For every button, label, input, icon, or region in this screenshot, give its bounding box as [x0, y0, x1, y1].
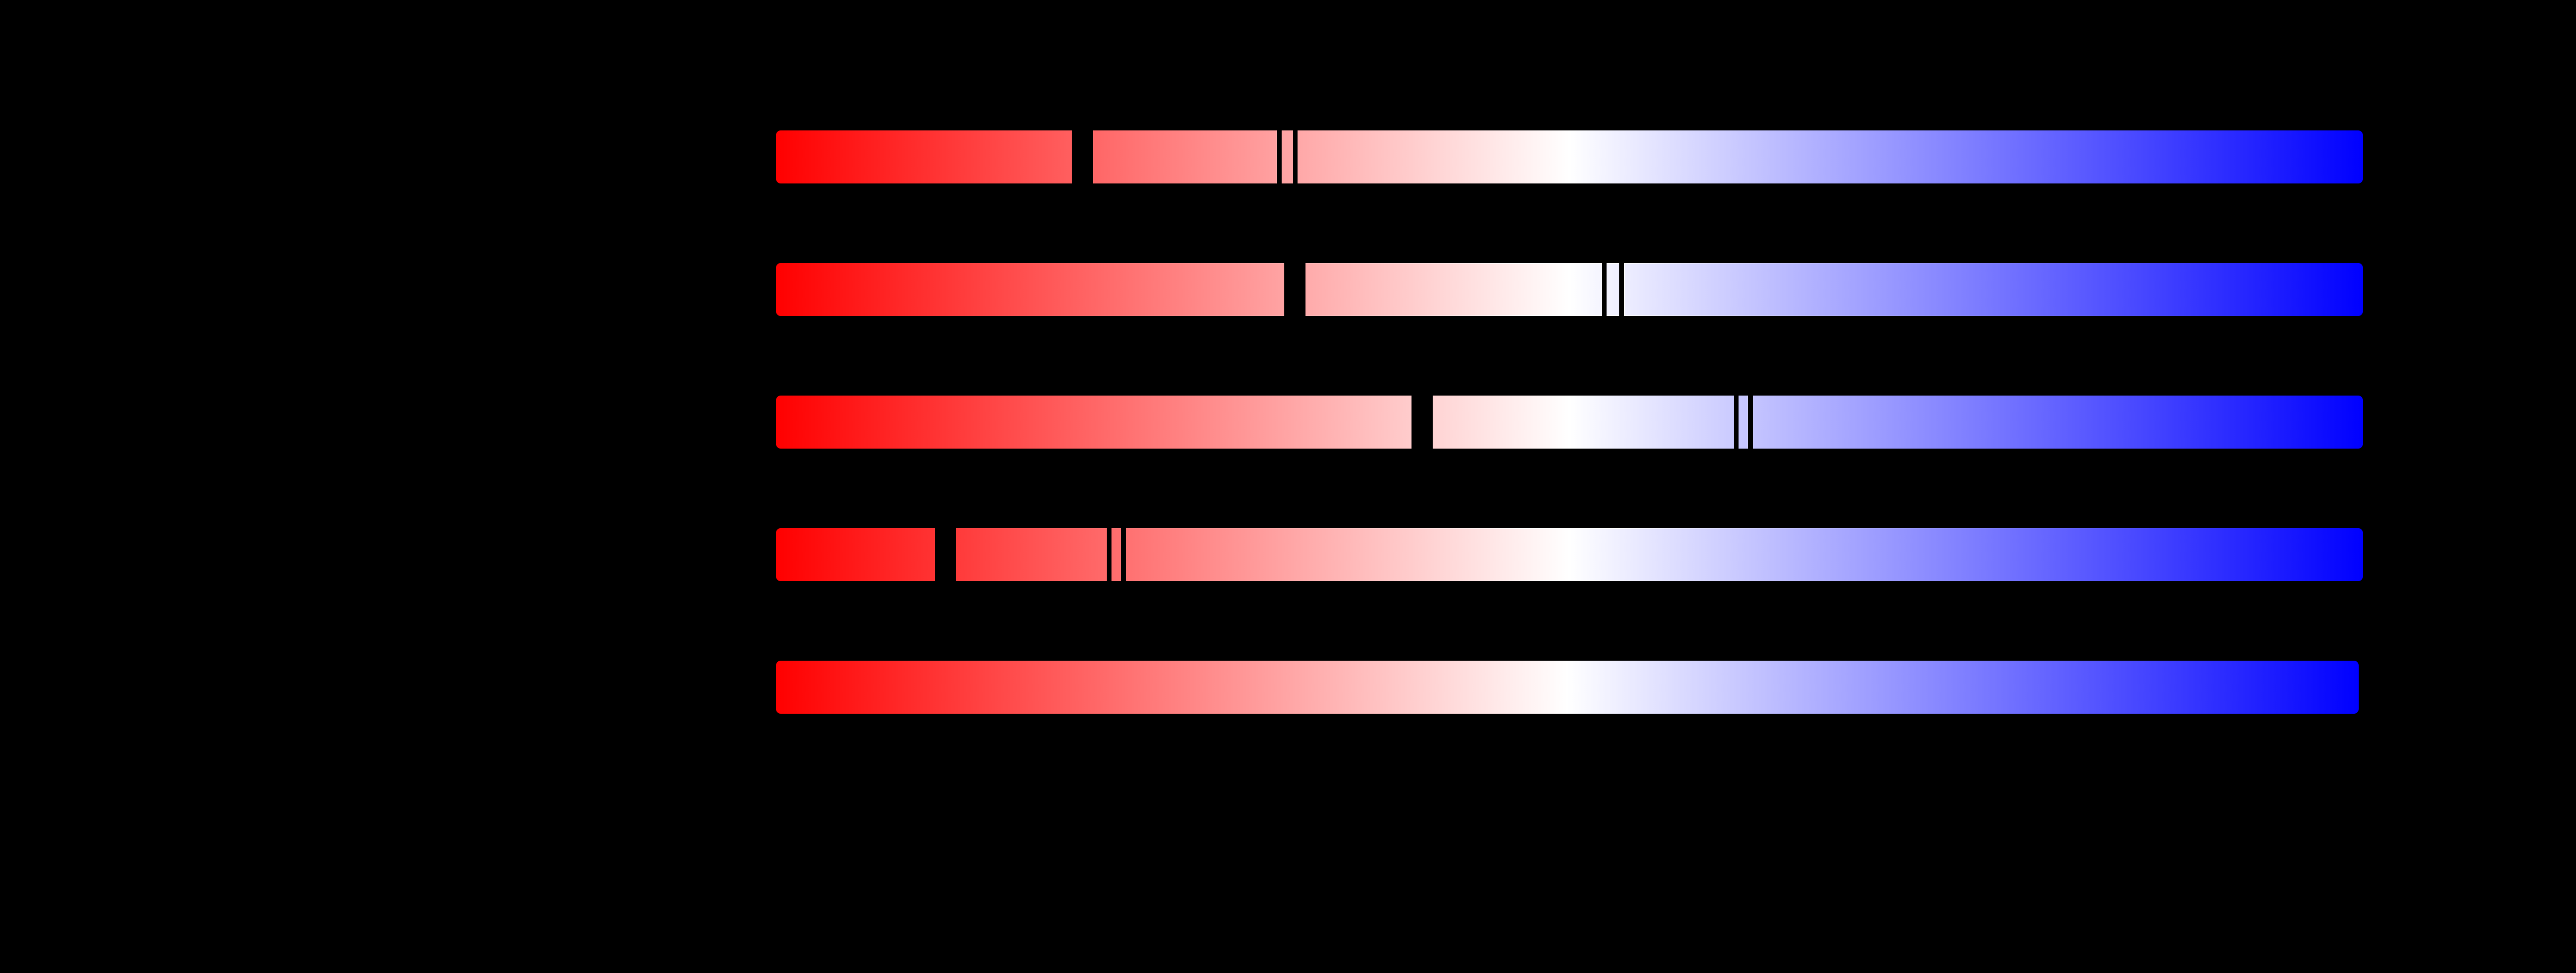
- thick-marker: [1071, 130, 1093, 184]
- gradient-bar: [776, 661, 2359, 714]
- thin-marker: [1292, 130, 1298, 184]
- thin-marker: [1121, 528, 1126, 582]
- gradient-bar: [776, 262, 2363, 317]
- gradient-bar: [776, 395, 2363, 449]
- gradient-bar: [776, 130, 2363, 184]
- thin-marker: [1602, 262, 1607, 317]
- thick-marker: [1411, 395, 1433, 449]
- gradient-bar: [776, 528, 2363, 582]
- thin-marker: [1276, 130, 1282, 184]
- thin-marker: [1733, 395, 1739, 449]
- thick-marker: [935, 528, 957, 582]
- thick-marker: [1284, 262, 1306, 317]
- thin-marker: [1748, 395, 1753, 449]
- thin-marker: [1107, 528, 1112, 582]
- thin-marker: [1619, 262, 1625, 317]
